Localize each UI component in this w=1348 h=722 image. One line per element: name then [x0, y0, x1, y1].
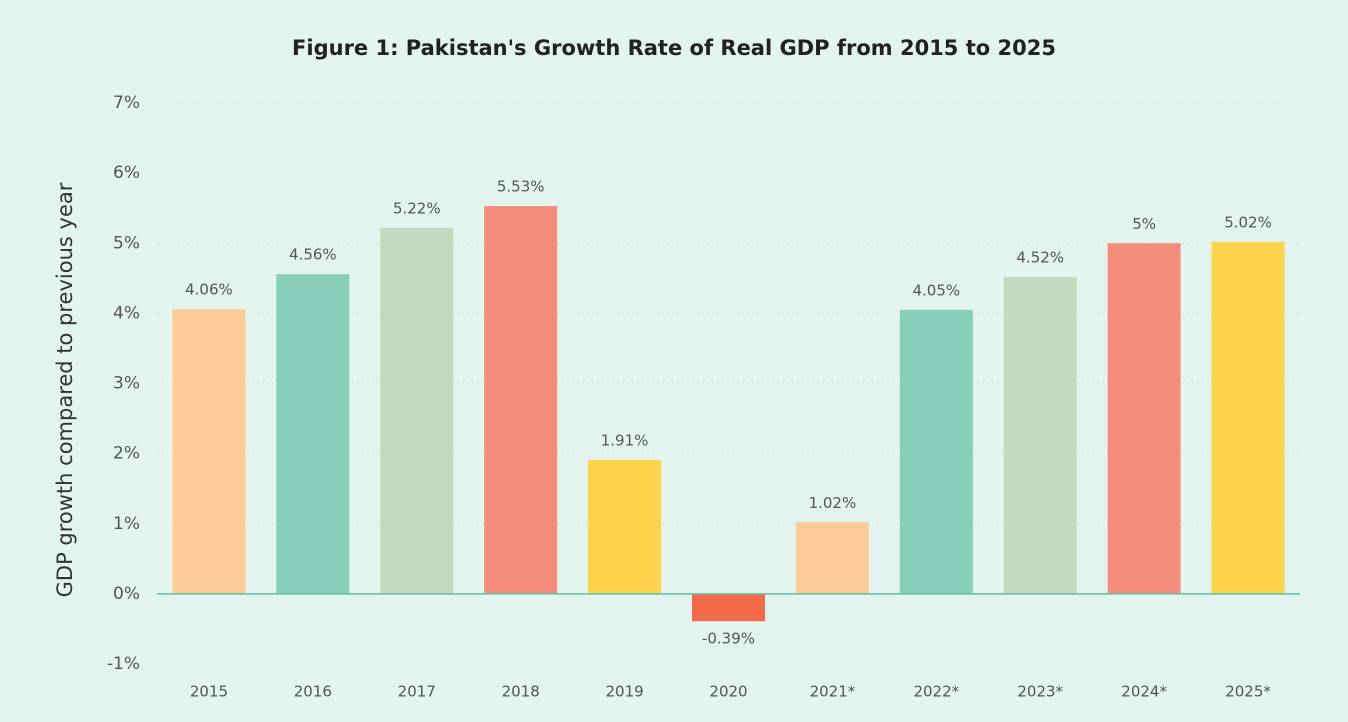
bar — [588, 459, 662, 594]
y-tick-label: 1% — [113, 514, 140, 534]
x-tick-label: 2018 — [502, 683, 540, 701]
value-label: 1.02% — [809, 494, 857, 512]
value-label: 4.56% — [289, 246, 337, 264]
chart-title: Figure 1: Pakistan's Growth Rate of Real… — [292, 36, 1056, 60]
value-label: 5% — [1132, 215, 1156, 233]
value-label: 4.05% — [912, 281, 960, 299]
y-tick-label: 6% — [113, 163, 140, 183]
x-tick-label: 2015 — [190, 683, 228, 701]
value-label: 5.22% — [393, 199, 441, 217]
value-label: 4.06% — [185, 281, 233, 299]
value-label: 5.53% — [497, 178, 545, 196]
x-tick-label: 2017 — [398, 683, 436, 701]
y-tick-label: -1% — [107, 654, 140, 674]
value-label: -0.39% — [702, 630, 755, 648]
x-tick-label: 2021* — [810, 683, 856, 701]
y-tick-label: 0% — [113, 584, 140, 604]
y-tick-label: 2% — [113, 444, 140, 464]
y-tick-label: 3% — [113, 374, 140, 394]
bar — [1003, 276, 1077, 594]
value-label: 4.52% — [1016, 248, 1064, 266]
y-tick-label: 4% — [113, 303, 140, 323]
bar — [692, 593, 765, 622]
bar — [484, 206, 558, 594]
bar — [172, 309, 246, 594]
x-tick-label: 2016 — [294, 683, 332, 701]
bar — [795, 522, 869, 594]
x-tick-label: 2023* — [1017, 683, 1063, 701]
x-tick-label: 2022* — [913, 683, 959, 701]
x-tick-label: 2020 — [709, 683, 747, 701]
bar — [380, 227, 454, 594]
bar — [276, 274, 350, 594]
bar — [1211, 241, 1285, 594]
bar — [1107, 243, 1181, 594]
y-tick-label: 7% — [113, 93, 140, 113]
y-tick-label: 5% — [113, 233, 140, 253]
x-tick-label: 2024* — [1121, 683, 1167, 701]
value-label: 1.91% — [601, 431, 649, 449]
y-axis-label: GDP growth compared to previous year — [53, 182, 77, 597]
x-tick-label: 2019 — [605, 683, 643, 701]
value-label: 5.02% — [1224, 213, 1272, 231]
x-tick-label: 2025* — [1225, 683, 1271, 701]
bar — [899, 309, 973, 594]
